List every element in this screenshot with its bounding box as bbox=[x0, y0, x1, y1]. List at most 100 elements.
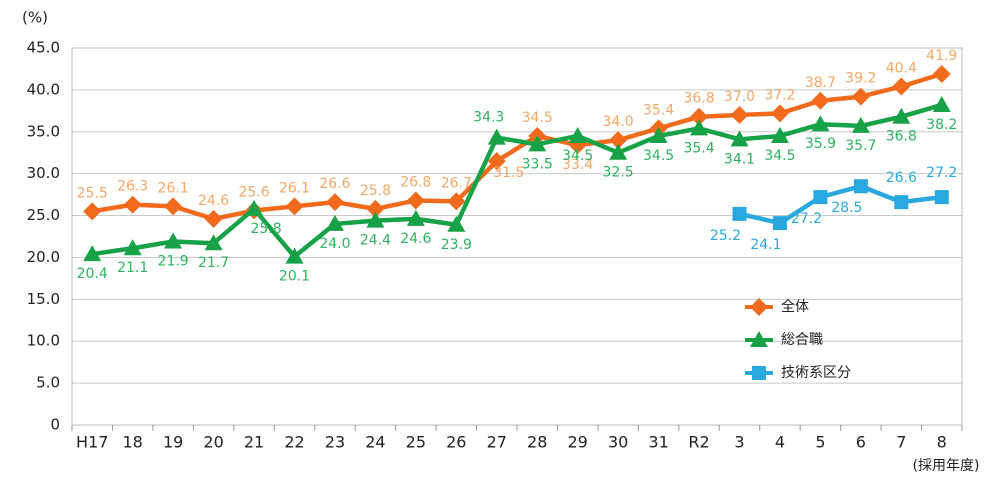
marker bbox=[851, 87, 870, 106]
data-label: 39.2 bbox=[845, 71, 876, 87]
data-label: 21.9 bbox=[158, 254, 189, 270]
data-label: 34.5 bbox=[522, 110, 553, 126]
data-label: 25.6 bbox=[238, 185, 269, 201]
data-label: 25.5 bbox=[77, 185, 108, 201]
data-label: 38.7 bbox=[805, 75, 836, 91]
y-tick-label: 5.0 bbox=[36, 374, 60, 392]
data-label: 35.9 bbox=[805, 136, 836, 152]
data-label: 26.8 bbox=[400, 174, 431, 190]
data-label: 34.5 bbox=[764, 148, 795, 164]
data-label: 34.3 bbox=[473, 110, 504, 126]
data-label: 33.4 bbox=[562, 157, 593, 173]
x-tick-label: 19 bbox=[163, 433, 183, 452]
x-tick-label: 30 bbox=[608, 433, 628, 452]
data-label: 24.6 bbox=[400, 231, 431, 247]
marker bbox=[932, 95, 951, 112]
x-tick-label: 29 bbox=[568, 433, 588, 452]
marker bbox=[649, 126, 668, 143]
marker bbox=[204, 209, 223, 228]
data-label: 28.5 bbox=[831, 200, 862, 216]
data-label: 27.2 bbox=[926, 165, 957, 181]
x-tick-label: 7 bbox=[896, 433, 906, 452]
data-label: 24.4 bbox=[360, 233, 391, 249]
data-label: 26.6 bbox=[886, 170, 917, 186]
marker bbox=[813, 190, 828, 205]
data-label: 20.4 bbox=[77, 266, 108, 282]
legend-marker bbox=[750, 331, 768, 347]
marker bbox=[123, 195, 142, 214]
data-label: 34.5 bbox=[562, 148, 593, 164]
y-tick-label: 35.0 bbox=[27, 122, 60, 140]
marker bbox=[772, 216, 787, 231]
y-tick-label: 40.0 bbox=[27, 80, 60, 98]
marker bbox=[811, 115, 830, 132]
x-tick-label: 4 bbox=[775, 433, 785, 452]
legend-marker bbox=[752, 366, 766, 380]
data-label: 34.5 bbox=[643, 148, 674, 164]
marker bbox=[123, 239, 142, 256]
marker bbox=[690, 107, 709, 126]
data-label: 25.2 bbox=[710, 228, 741, 244]
data-label: 35.4 bbox=[643, 102, 674, 118]
marker bbox=[204, 234, 223, 251]
legend-marker bbox=[750, 298, 768, 316]
data-label: 23.9 bbox=[441, 237, 472, 253]
data-label: 25.8 bbox=[250, 221, 281, 237]
x-axis-label: (採用年度) bbox=[913, 458, 980, 474]
x-tick-label: 25 bbox=[406, 433, 426, 452]
marker bbox=[366, 211, 385, 228]
y-tick-label: 10.0 bbox=[27, 332, 60, 350]
x-tick-label: 26 bbox=[446, 433, 466, 452]
marker bbox=[770, 104, 789, 123]
x-tick-label: 3 bbox=[734, 433, 744, 452]
x-tick-label: 21 bbox=[244, 433, 264, 452]
marker bbox=[164, 197, 183, 216]
data-label: 37.0 bbox=[724, 89, 755, 105]
data-label: 26.6 bbox=[319, 176, 350, 192]
y-tick-label: 30.0 bbox=[27, 164, 60, 182]
data-label: 31.5 bbox=[493, 165, 524, 181]
data-label: 24.1 bbox=[750, 237, 781, 253]
marker bbox=[609, 131, 628, 150]
y-tick-label: 0 bbox=[50, 416, 60, 434]
marker bbox=[609, 143, 628, 160]
data-label: 34.0 bbox=[603, 114, 634, 130]
y-tick-label: 45.0 bbox=[27, 39, 60, 57]
data-label: 21.7 bbox=[198, 255, 229, 271]
marker bbox=[568, 126, 587, 143]
series-line bbox=[91, 102, 943, 259]
marker bbox=[447, 215, 466, 232]
data-label: 35.4 bbox=[683, 140, 714, 156]
x-tick-label: H17 bbox=[76, 433, 108, 452]
x-tick-label: 27 bbox=[487, 433, 507, 452]
marker bbox=[406, 209, 425, 226]
legend-label: 全体 bbox=[781, 298, 809, 315]
marker bbox=[406, 191, 425, 210]
data-label: 36.8 bbox=[886, 129, 917, 145]
marker bbox=[934, 190, 949, 205]
marker bbox=[770, 126, 789, 143]
data-label: 21.1 bbox=[117, 260, 148, 276]
marker bbox=[892, 107, 911, 124]
data-label: 24.0 bbox=[319, 236, 350, 252]
marker bbox=[285, 247, 304, 264]
x-tick-label: 6 bbox=[856, 433, 866, 452]
x-tick-label: 22 bbox=[284, 433, 304, 452]
data-label: 34.1 bbox=[724, 151, 755, 167]
marker bbox=[730, 130, 749, 147]
data-label: 35.7 bbox=[845, 138, 876, 154]
data-label: 26.1 bbox=[279, 180, 310, 196]
data-label: 40.4 bbox=[886, 61, 917, 77]
marker bbox=[447, 192, 466, 211]
data-label: 33.5 bbox=[522, 156, 553, 172]
data-label: 38.2 bbox=[926, 117, 957, 133]
marker bbox=[325, 193, 344, 212]
data-label: 24.6 bbox=[198, 193, 229, 209]
y-tick-label: 25.0 bbox=[27, 206, 60, 224]
marker bbox=[894, 195, 909, 210]
data-label: 20.1 bbox=[279, 269, 310, 285]
marker bbox=[811, 91, 830, 110]
x-tick-label: 31 bbox=[648, 433, 668, 452]
x-tick-label: 20 bbox=[203, 433, 223, 452]
